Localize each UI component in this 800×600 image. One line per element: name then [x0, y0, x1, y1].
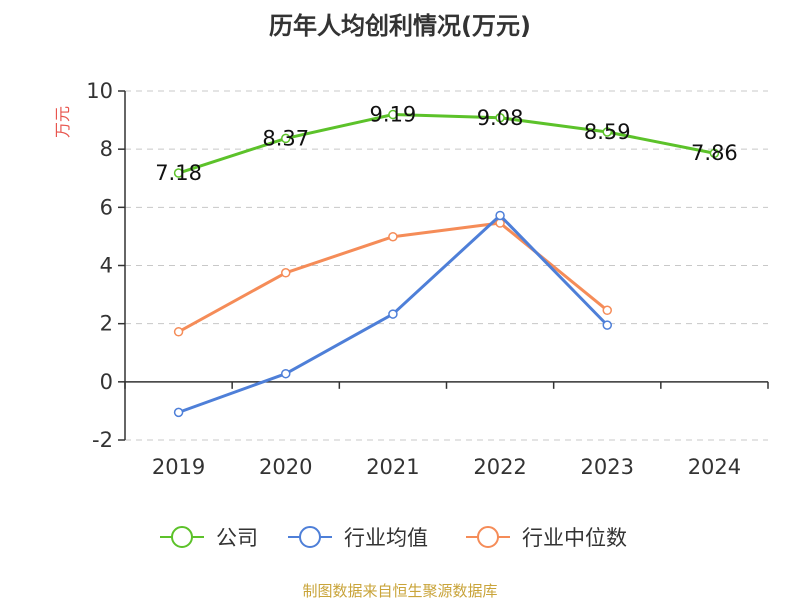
data-point: [173, 327, 184, 337]
legend-label: 行业均值: [344, 526, 428, 550]
legend-item-2[interactable]: 行业中位数: [466, 526, 627, 550]
y-tick-label: 0: [100, 370, 113, 394]
legend-item-1[interactable]: 行业均值: [288, 526, 428, 550]
x-tick-label: 2021: [366, 455, 419, 479]
y-tick-label: 2: [100, 312, 113, 336]
data-label: 7.86: [691, 141, 738, 165]
data-point: [709, 148, 720, 158]
data-label: 7.18: [155, 161, 202, 185]
data-point: [602, 320, 612, 330]
x-tick-label: 2022: [473, 455, 526, 479]
x-tick-label: 2023: [581, 455, 634, 479]
y-axis-label: 万元: [53, 106, 72, 138]
data-label: 9.08: [477, 106, 524, 130]
legend-marker-icon: [299, 526, 321, 548]
data-point: [602, 305, 612, 316]
y-tick-label: 6: [100, 195, 113, 219]
x-tick-label: 2019: [152, 455, 205, 479]
data-label: 8.59: [584, 120, 631, 144]
data-point: [173, 407, 184, 418]
data-label: 8.37: [262, 126, 309, 150]
legend-marker-icon: [171, 526, 193, 548]
data-point: [495, 113, 505, 123]
data-point: [602, 127, 612, 137]
y-tick-label: 4: [100, 254, 113, 278]
series-line-0: [178, 113, 715, 175]
legend-marker-icon: [477, 526, 499, 548]
data-point: [388, 231, 398, 242]
data-point: [388, 309, 398, 319]
x-tick-label: 2020: [259, 455, 312, 479]
y-tick-label: 10: [86, 79, 113, 103]
source-note: 制图数据来自恒生聚源数据库: [302, 582, 497, 600]
data-labels: 7.18 8.37 9.19 9.08 8.59 7.86: [155, 103, 738, 185]
legend[interactable]: 公司 行业均值 行业中位数: [160, 526, 627, 550]
y-tick-label: 8: [100, 137, 113, 161]
y-tick-label: -2: [92, 428, 113, 452]
data-point: [388, 109, 398, 120]
data-point: [281, 268, 291, 278]
data-point: [281, 368, 291, 379]
legend-label: 行业中位数: [522, 526, 627, 550]
data-label: 9.19: [370, 103, 417, 127]
legend-label: 公司: [216, 526, 258, 550]
axes: -2 0 2 4 6 8 10 2019 2020 2021 2022 2023 2024: [86, 79, 769, 479]
chart-title: 历年人均创利情况(万元): [269, 12, 531, 40]
data-point: [495, 210, 505, 221]
series: [173, 109, 720, 418]
x-tick-label: 2024: [688, 455, 741, 479]
legend-item-0[interactable]: 公司: [160, 526, 258, 550]
data-point: [281, 133, 291, 144]
data-point: [173, 168, 184, 178]
